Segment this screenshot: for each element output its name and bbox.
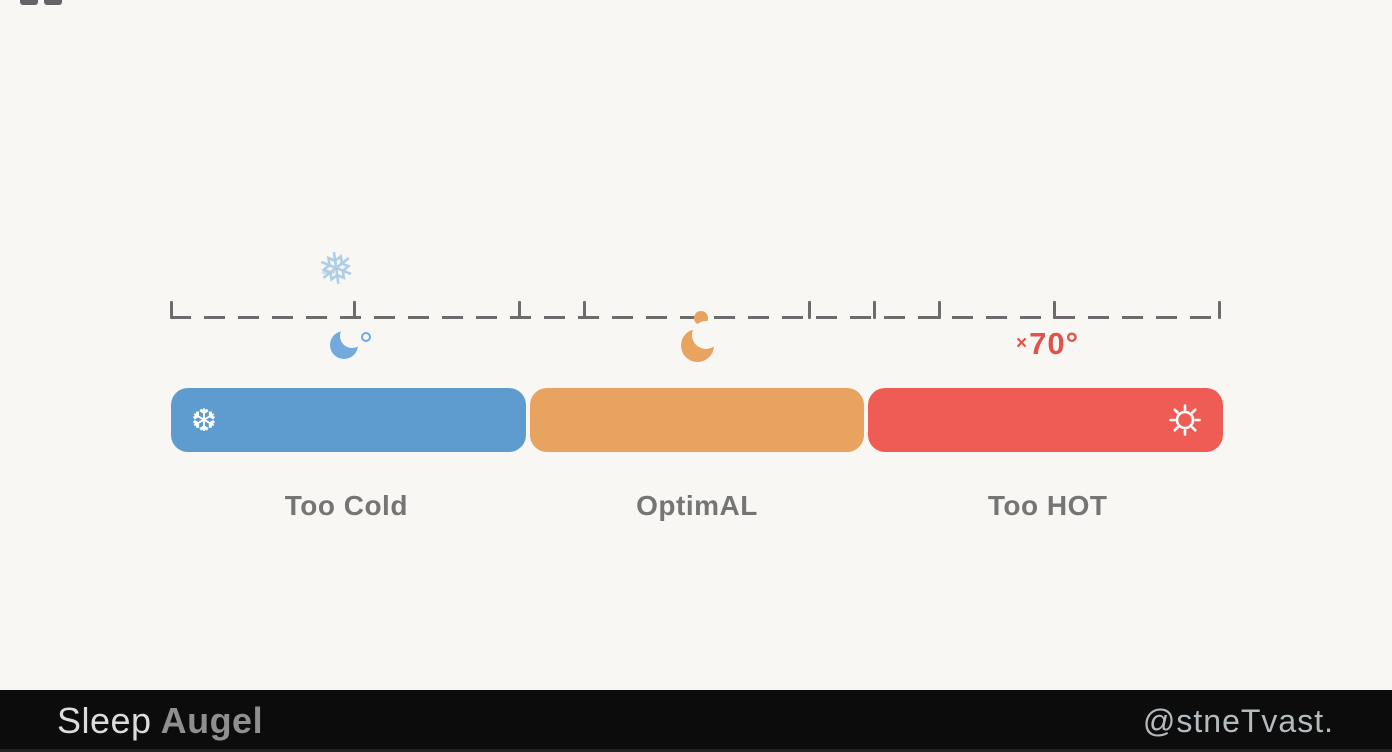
- sun-icon: [1167, 402, 1203, 438]
- label-optimal: OptimAL: [636, 490, 758, 521]
- zone-bar-too-hot: [868, 388, 1224, 452]
- x-mark: ×: [1016, 333, 1029, 354]
- ruler-tick: [1218, 301, 1221, 319]
- zone-bar-optimal: [529, 388, 865, 452]
- corner-artifact: [20, 0, 62, 5]
- optimal-moon-icon: [681, 321, 720, 362]
- temperature-value: ×70°: [1016, 326, 1096, 362]
- brand-bold-text: Augel: [160, 700, 264, 741]
- label-too-hot: Too HOT: [987, 490, 1108, 521]
- snowflake-icon: ❆: [191, 402, 217, 438]
- label-too-cold: Too Cold: [284, 490, 408, 521]
- footer-bar: Sleep Augel @stneTvast.: [0, 690, 1392, 752]
- zone-bar-too-cold: ❆: [171, 388, 526, 452]
- ruler-tick: [873, 301, 876, 319]
- sketch-dash: [322, 271, 335, 274]
- sketch-snowflake-icon: ❅: [314, 242, 359, 297]
- cold-moon-icon: [330, 324, 364, 359]
- social-handle: @stneTvast.: [1142, 702, 1334, 739]
- temperature-zone-bars: ❆: [171, 388, 1224, 452]
- ruler-tick: [353, 301, 356, 319]
- ruler-tick: [938, 301, 941, 319]
- ruler-tick: [170, 301, 173, 319]
- ruler-tick: [583, 301, 586, 319]
- degree-ring-icon: [361, 332, 371, 342]
- ruler-tick: [518, 301, 521, 319]
- temperature-number: 70°: [1029, 326, 1079, 361]
- ruler-tick: [808, 301, 811, 319]
- zone-labels: Too Cold OptimAL Too HOT: [171, 490, 1223, 522]
- ruler-tick: [1053, 301, 1056, 319]
- brand-logo: Sleep Augel: [57, 700, 263, 742]
- brand-light-text: Sleep: [57, 700, 152, 741]
